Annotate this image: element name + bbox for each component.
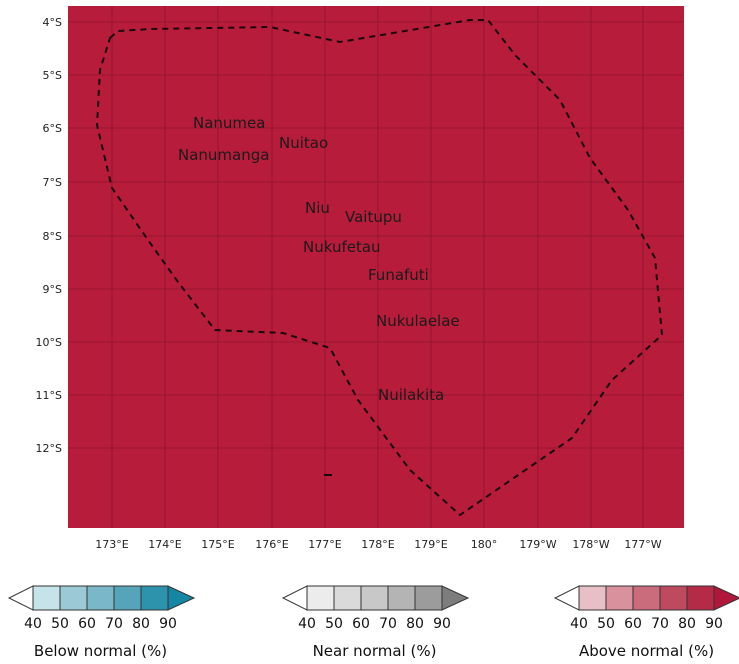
- legend-swatch: [713, 585, 739, 611]
- legend-tick-label: 50: [51, 616, 69, 632]
- legend-tick-label: 40: [24, 616, 42, 632]
- legend-swatch: [632, 585, 661, 611]
- lon-tick-label: 179°W: [519, 538, 556, 551]
- legend-tick-label: 50: [325, 616, 343, 632]
- legend-tick-label: 70: [651, 616, 669, 632]
- island-label: Nuitao: [279, 134, 328, 152]
- lat-tick-label: 6°S: [43, 122, 62, 135]
- lat-tick-label: 10°S: [36, 336, 62, 349]
- legend-swatch: [32, 585, 61, 611]
- lat-tick-label: 4°S: [43, 16, 62, 29]
- island-label: Nuilakita: [378, 386, 444, 404]
- legend-swatch: [578, 585, 607, 611]
- legend-swatch: [553, 585, 580, 611]
- legend-swatch: [59, 585, 88, 611]
- legend-tick-label: 90: [433, 616, 451, 632]
- legend-swatch: [306, 585, 335, 611]
- legend-colorbar: [281, 585, 470, 611]
- legend-swatch: [7, 585, 34, 611]
- lat-tick-label: 8°S: [43, 230, 62, 243]
- legend-title: Above normal (%): [578, 642, 715, 660]
- lat-tick-label: 9°S: [43, 283, 62, 296]
- map-panel: [68, 6, 684, 528]
- legend-swatch: [605, 585, 634, 611]
- lat-tick-label: 5°S: [43, 69, 62, 82]
- legend-swatch: [441, 585, 470, 611]
- lon-tick-label: 179°E: [414, 538, 447, 551]
- lon-tick-label: 177°W: [624, 538, 661, 551]
- legend-tick-label: 60: [624, 616, 642, 632]
- lon-tick-label: 173°E: [95, 538, 128, 551]
- legend-swatch: [659, 585, 688, 611]
- lon-tick-label: 175°E: [201, 538, 234, 551]
- island-label: Funafuti: [368, 266, 429, 284]
- island-label: Nanumea: [193, 114, 265, 132]
- legend-tick-label: 40: [570, 616, 588, 632]
- lon-tick-label: 178°W: [572, 538, 609, 551]
- lon-tick-label: 177°E: [308, 538, 341, 551]
- legend-tick-label: 60: [352, 616, 370, 632]
- longitude-labels: 173°E 174°E 175°E 176°E 177°E 178°E 179°E 180° 1…: [95, 538, 662, 551]
- legend-swatch: [686, 585, 715, 611]
- map-grid: [68, 6, 684, 528]
- legend-colorbar: [7, 585, 196, 611]
- island-label: Nukulaelae: [376, 312, 460, 330]
- island-labels: Nanumea Nuitao Nanumanga Niu Vaitupu Nukufeta…: [178, 114, 460, 404]
- island-label: Vaitupu: [345, 208, 402, 226]
- lon-tick-label: 176°E: [255, 538, 288, 551]
- legend-swatch: [140, 585, 169, 611]
- legend-title: Below normal (%): [33, 642, 168, 660]
- legend-below-normal: 40 50 60 70 80 90 Below normal (%): [6, 580, 202, 660]
- legend-swatch: [281, 585, 308, 611]
- lon-tick-label: 178°E: [361, 538, 394, 551]
- legend-swatch: [414, 585, 443, 611]
- legend-near-normal: 40 50 60 70 80 90 Near normal (%): [280, 580, 476, 660]
- island-label: Nanumanga: [178, 146, 269, 164]
- legend-colorbar: [553, 585, 739, 611]
- legend-tick-label: 80: [406, 616, 424, 632]
- legend-swatch: [333, 585, 362, 611]
- legend-tick-label: 50: [597, 616, 615, 632]
- legend-swatch: [360, 585, 389, 611]
- lon-tick-label: 180°: [471, 538, 498, 551]
- island-label: Nukufetau: [303, 238, 381, 256]
- latitude-labels: 4°S 5°S 6°S 7°S 8°S 9°S 10°S 11°S 12°S: [36, 16, 62, 455]
- eez-boundary: [95, 19, 664, 517]
- legend-swatch: [167, 585, 196, 611]
- legend-swatch: [387, 585, 416, 611]
- legend-swatch: [86, 585, 115, 611]
- legend-above-normal: 40 50 60 70 80 90 Above normal (%): [552, 580, 739, 660]
- legend-swatch: [113, 585, 142, 611]
- legend-tick-label: 80: [678, 616, 696, 632]
- legend-tick-label: 70: [379, 616, 397, 632]
- lat-tick-label: 7°S: [43, 176, 62, 189]
- lat-tick-label: 12°S: [36, 442, 62, 455]
- legend-tick-label: 60: [78, 616, 96, 632]
- lon-tick-label: 174°E: [148, 538, 181, 551]
- legend-tick-label: 90: [705, 616, 723, 632]
- legend-title: Near normal (%): [312, 642, 437, 660]
- island-label: Niu: [305, 199, 330, 217]
- legend-tick-label: 40: [298, 616, 316, 632]
- legend-tick-label: 70: [105, 616, 123, 632]
- legend-tick-label: 90: [159, 616, 177, 632]
- legend-tick-label: 80: [132, 616, 150, 632]
- lat-tick-label: 11°S: [36, 389, 62, 402]
